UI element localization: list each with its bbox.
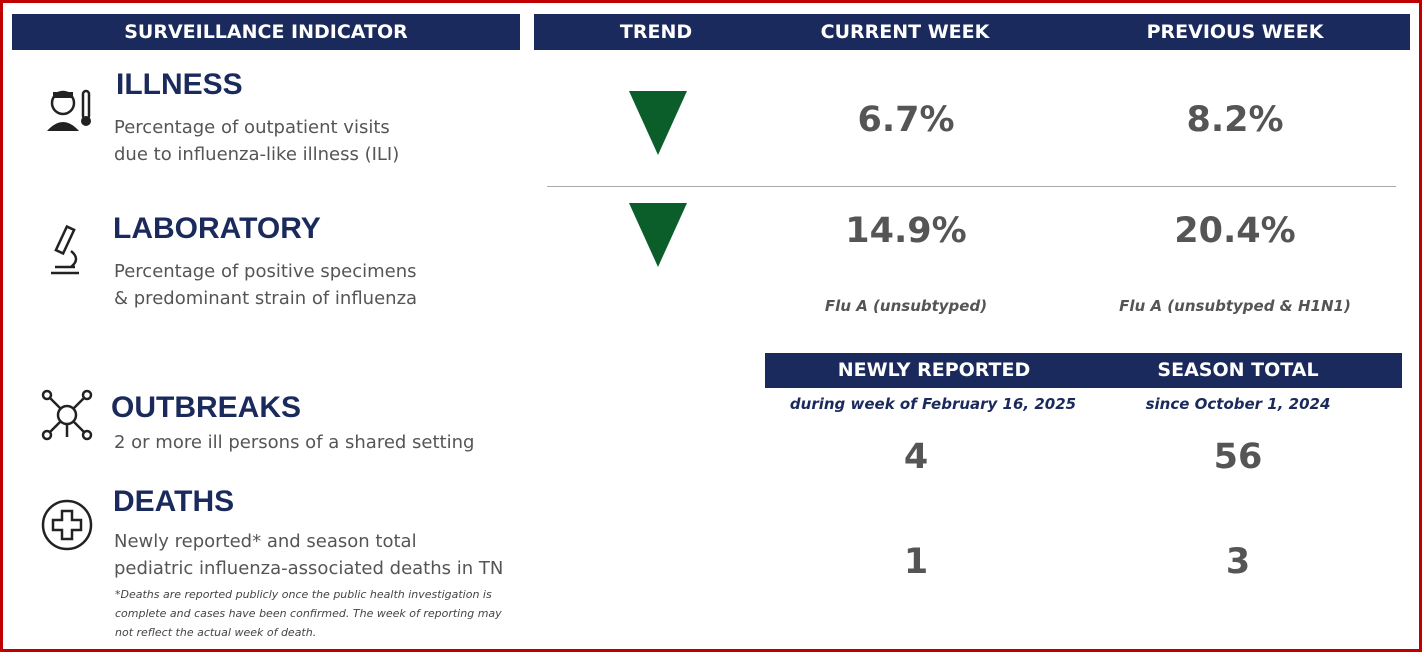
footnote-line: *Deaths are reported publicly once the p…: [115, 588, 492, 601]
desc-line: Newly reported* and season total: [114, 531, 417, 552]
season-value: 56: [1213, 437, 1263, 477]
row-title: LABORATORY: [113, 212, 321, 245]
header-cell: TREND: [619, 21, 693, 43]
current-value: 6.7%: [857, 100, 955, 140]
desc-line: due to influenza-like illness (ILI): [114, 144, 400, 165]
header-cell: NEWLY REPORTED: [837, 359, 1031, 381]
desc-line: Percentage of positive specimens: [114, 261, 417, 282]
row-description: Newly reported* and season total pediatr…: [114, 528, 503, 582]
desc-line: pediatric influenza-associated deaths in…: [114, 558, 504, 579]
row-description: Percentage of outpatient visits due to i…: [114, 114, 399, 168]
deaths-icon: [41, 499, 93, 551]
row-title: ILLNESS: [116, 68, 243, 101]
header-cell: SEASON TOTAL: [1157, 359, 1319, 381]
header-cell: CURRENT WEEK: [820, 21, 990, 43]
previous-value: 8.2%: [1186, 100, 1284, 140]
newly-value: 4: [903, 437, 929, 477]
footnote-line: complete and cases have been confirmed. …: [115, 607, 502, 620]
header-bar: SURVEILLANCE INDICATOR: [12, 14, 520, 50]
desc-line: 2 or more ill persons of a shared settin…: [114, 432, 475, 453]
row-description: 2 or more ill persons of a shared settin…: [114, 429, 474, 456]
strain: Flu A (unsubtyped & H1N1): [1119, 297, 1351, 315]
header-cell: PREVIOUS WEEK: [1146, 21, 1324, 43]
laboratory-icon: [51, 224, 79, 275]
row-description: Percentage of positive specimens & predo…: [114, 258, 417, 312]
desc-line: & predominant strain of influenza: [114, 288, 418, 309]
previous-value: 20.4%: [1174, 211, 1296, 251]
header-bar: TREND CURRENT WEEK PREVIOUS WEEK: [534, 14, 1410, 50]
subheader-bar: NEWLY REPORTED SEASON TOTAL: [765, 353, 1402, 388]
footnote: *Deaths are reported publicly once the p…: [115, 585, 502, 642]
current-value: 14.9%: [845, 211, 967, 251]
subheader-note: during week of February 16, 2025: [789, 395, 1077, 413]
row-title: DEATHS: [113, 485, 235, 518]
footnote-line: not reflect the actual week of death.: [115, 626, 317, 639]
illness-icon: [47, 89, 91, 131]
header-cell: SURVEILLANCE INDICATOR: [124, 21, 408, 43]
trend-down-arrow: [629, 91, 687, 155]
divider: [547, 186, 1396, 187]
season-value: 3: [1225, 542, 1251, 582]
strain: Flu A (unsubtyped): [824, 297, 988, 315]
trend-down-arrow: [629, 203, 687, 267]
row-title: OUTBREAKS: [111, 391, 302, 424]
newly-value: 1: [903, 542, 929, 582]
outbreaks-icon: [41, 389, 93, 441]
desc-line: Percentage of outpatient visits: [114, 117, 390, 138]
subheader-note: since October 1, 2024: [1145, 395, 1331, 413]
